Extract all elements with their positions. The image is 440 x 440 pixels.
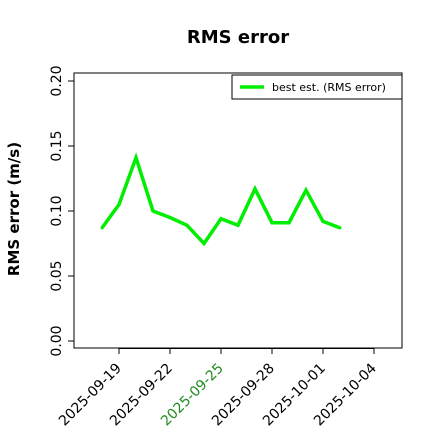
data-point [253,187,257,191]
data-point [134,156,138,160]
y-tick-label: 0.10 [49,195,65,226]
chart-title: RMS error [187,27,289,48]
y-tick-label: 0.05 [49,260,65,291]
y-tick-label: 0.15 [49,130,65,161]
legend-label: best est. (RMS error) [272,81,386,94]
data-point [304,188,308,192]
plot-frame [73,72,403,349]
x-axis: 2025-09-192025-09-222025-09-252025-09-28… [56,348,380,429]
data-point [236,223,240,227]
y-tick-label: 0.20 [49,65,65,96]
data-point [168,216,172,219]
y-tick-label: 0.00 [49,325,65,356]
data-point [100,226,104,230]
series-layer [100,152,342,247]
data-point [321,219,325,223]
data-point [185,223,189,227]
y-axis: 0.00 0.05 0.10 0.15 0.20 [49,65,74,357]
data-point [202,242,206,245]
data-point [219,217,223,221]
data-point [338,226,342,230]
data-point [270,221,274,225]
legend: best est. (RMS error) [231,74,403,100]
data-point [117,203,121,206]
y-axis-label: RMS error (m/s) [5,142,23,276]
data-point [287,221,291,225]
data-point [151,209,155,213]
series-line [100,152,341,247]
